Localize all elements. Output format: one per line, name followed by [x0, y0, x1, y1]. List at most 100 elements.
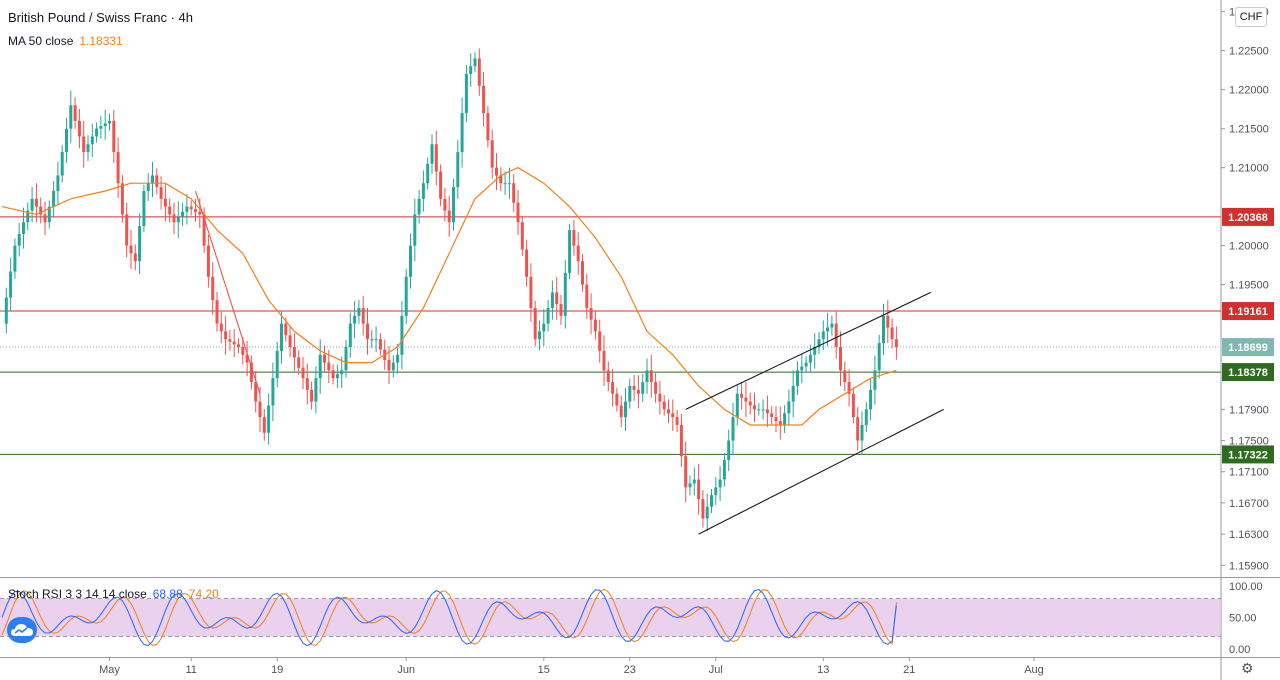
candle-body: [456, 152, 460, 188]
stoch-tick-label: 100.00: [1229, 581, 1263, 593]
x-tick-label: 23: [624, 664, 636, 676]
candle-body: [856, 417, 860, 441]
candle-body: [860, 424, 864, 441]
candle-body: [645, 370, 649, 383]
candle-body: [103, 123, 107, 127]
candle-body: [39, 206, 43, 215]
candle-body: [370, 339, 374, 341]
candle-body: [120, 183, 124, 215]
candle-body: [254, 382, 258, 402]
candle-body: [813, 346, 817, 355]
candle-body: [727, 440, 731, 461]
candle-body: [99, 126, 103, 129]
y-tick-label: 1.19500: [1229, 280, 1269, 292]
candle-body: [520, 222, 524, 250]
candle-body: [671, 413, 675, 418]
candle-body: [538, 331, 541, 340]
candle-body: [310, 389, 314, 402]
candle-body: [331, 370, 335, 379]
x-tick-label: 21: [903, 664, 915, 676]
currency-button[interactable]: CHF: [1235, 7, 1267, 27]
candle-body: [26, 210, 30, 223]
candle-body: [864, 409, 868, 425]
candle-body: [335, 374, 339, 379]
candle-body: [778, 421, 782, 425]
candle-body: [615, 393, 619, 406]
candle-body: [770, 413, 774, 418]
candle-body: [873, 370, 877, 390]
settings-gear-icon[interactable]: ⚙: [1241, 660, 1254, 676]
x-tick-label: 19: [271, 664, 283, 676]
tradingview-logo[interactable]: [7, 617, 37, 643]
candle-body: [808, 354, 812, 363]
candle-body: [189, 206, 193, 210]
candle-body: [606, 370, 610, 383]
trend-line: [698, 408, 944, 535]
candle-body: [740, 393, 744, 398]
moving-average-series: [1, 166, 897, 426]
candle-body: [280, 323, 283, 351]
candle-body: [667, 409, 670, 414]
candle-body: [576, 245, 580, 262]
candle-body: [731, 417, 735, 441]
candle-body: [512, 183, 516, 203]
y-tick-label: 1.20000: [1229, 241, 1269, 253]
candle-body: [297, 357, 301, 368]
candle-body: [116, 152, 120, 184]
candle-body: [228, 339, 232, 342]
candle-body: [572, 230, 576, 246]
candle-body: [516, 202, 520, 223]
candle-body: [443, 198, 447, 211]
candle-body: [447, 210, 451, 223]
x-tick-label: 11: [185, 664, 196, 676]
candle-body: [73, 105, 77, 121]
candle-body: [817, 339, 821, 347]
candle-body: [869, 389, 873, 410]
candle-body: [585, 284, 589, 308]
candle-body: [542, 323, 546, 332]
candle-body: [877, 343, 881, 371]
candle-body: [90, 136, 94, 145]
resistance-price-tag: [1222, 302, 1274, 321]
candle-body: [348, 323, 352, 347]
candle-body: [13, 245, 17, 272]
candle-body: [262, 417, 266, 433]
candle-body: [47, 206, 51, 223]
candle-body: [142, 191, 146, 227]
x-tick-label: Aug: [1024, 664, 1044, 676]
candle-body: [598, 331, 602, 351]
candle-body: [374, 339, 378, 341]
candle-body: [133, 253, 137, 262]
candle-body: [426, 163, 430, 184]
candle-body: [473, 58, 477, 67]
candle-body: [194, 209, 197, 212]
candle-body: [69, 105, 73, 129]
candle-body: [602, 350, 606, 371]
cloud-icon: [11, 624, 33, 636]
price-axis[interactable]: 1.230001.225001.220001.215001.210001.200…: [1221, 7, 1269, 656]
candle-body: [581, 261, 584, 285]
candle-body: [387, 359, 391, 371]
candle-body: [82, 136, 86, 153]
candle-body: [546, 307, 550, 324]
candle-body: [748, 401, 752, 406]
candle-body: [146, 183, 150, 192]
candle-body: [400, 315, 404, 355]
candle-body: [95, 128, 99, 137]
candle-body: [86, 144, 90, 153]
candle-body: [834, 323, 838, 347]
candle-body: [267, 405, 271, 433]
y-tick-label: 1.22500: [1229, 46, 1269, 58]
candle-body: [206, 245, 210, 277]
candle-body: [697, 479, 701, 500]
candle-body: [211, 276, 215, 301]
candle-body: [202, 214, 206, 246]
candle-body: [340, 370, 344, 375]
time-axis[interactable]: May 11 19 Jun 15 23 Jul 13 21 Aug: [99, 657, 1044, 676]
candle-body: [632, 385, 636, 390]
candle-body: [314, 378, 318, 402]
y-tick-label: 1.17900: [1229, 404, 1269, 416]
candle-body: [495, 167, 498, 176]
